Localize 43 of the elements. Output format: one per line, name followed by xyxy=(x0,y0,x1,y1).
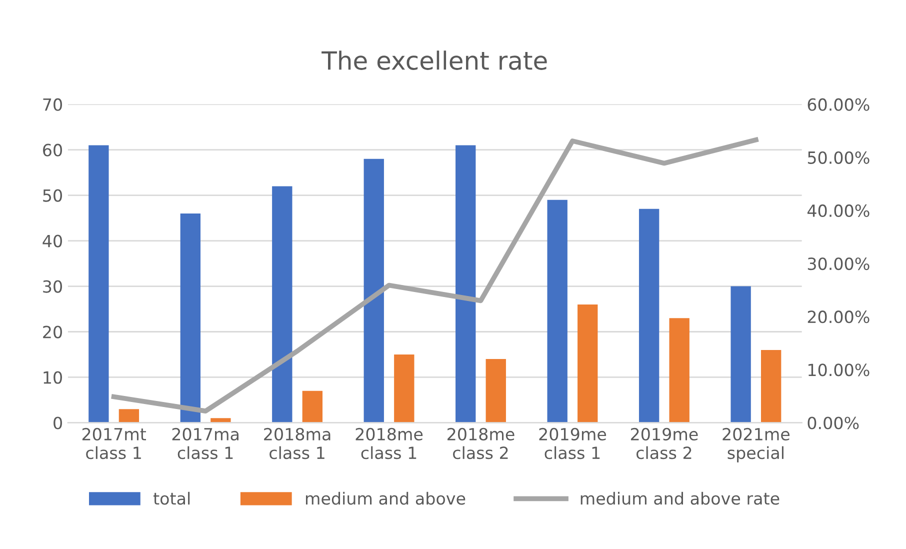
x-tick-label: 2021me special xyxy=(722,428,790,462)
bar xyxy=(486,359,506,423)
x-tick-label: 2019me class 1 xyxy=(539,428,606,460)
y2-tick-label: 20.00% xyxy=(808,310,870,324)
bar xyxy=(730,286,751,423)
y2-tick-label: 30.00% xyxy=(808,257,870,270)
bar xyxy=(394,354,414,423)
bar xyxy=(760,350,782,423)
y2-tick-label: 60.00% xyxy=(808,98,870,111)
x-tick-label: 2017ma class 1 xyxy=(172,428,238,460)
bar xyxy=(180,213,201,423)
y2-tick-label: 40.00% xyxy=(807,204,870,218)
y-tick-label: 0 xyxy=(54,416,62,430)
y-tick-label: 60 xyxy=(43,144,62,156)
x-tick-label: 2018me class 2 xyxy=(448,428,514,460)
y-tick-label: 40 xyxy=(42,234,62,248)
y-tick-label: 20 xyxy=(43,326,62,338)
bar xyxy=(547,200,568,423)
y-tick-label: 50 xyxy=(43,189,62,202)
bar xyxy=(88,145,109,423)
y-tick-label: 10 xyxy=(44,371,62,384)
legend-label: medium and above xyxy=(306,492,466,505)
chart-title: The excellent rate xyxy=(322,50,547,70)
x-tick-label: 2018me class 1 xyxy=(356,428,423,460)
legend-label: total xyxy=(153,492,190,505)
x-tick-label: 2019me class 2 xyxy=(630,428,698,460)
y-tick-label: 70 xyxy=(43,98,62,111)
bar xyxy=(302,390,323,423)
bar xyxy=(669,318,690,423)
bar xyxy=(638,208,660,423)
y2-tick-label: 0.00% xyxy=(808,416,859,430)
bar xyxy=(364,158,384,423)
bar xyxy=(456,145,476,423)
bar xyxy=(272,186,292,423)
bar xyxy=(578,304,598,423)
x-tick-label: 2017mt class 1 xyxy=(82,428,146,460)
bar xyxy=(118,409,140,423)
y2-tick-label: 50.00% xyxy=(808,151,870,164)
y-tick-label: 30 xyxy=(43,280,62,293)
y2-tick-label: 10.00% xyxy=(808,364,870,376)
line-series xyxy=(111,137,758,414)
x-tick-label: 2018ma class 1 xyxy=(264,428,330,460)
legend-label: medium and above rate xyxy=(580,492,780,505)
